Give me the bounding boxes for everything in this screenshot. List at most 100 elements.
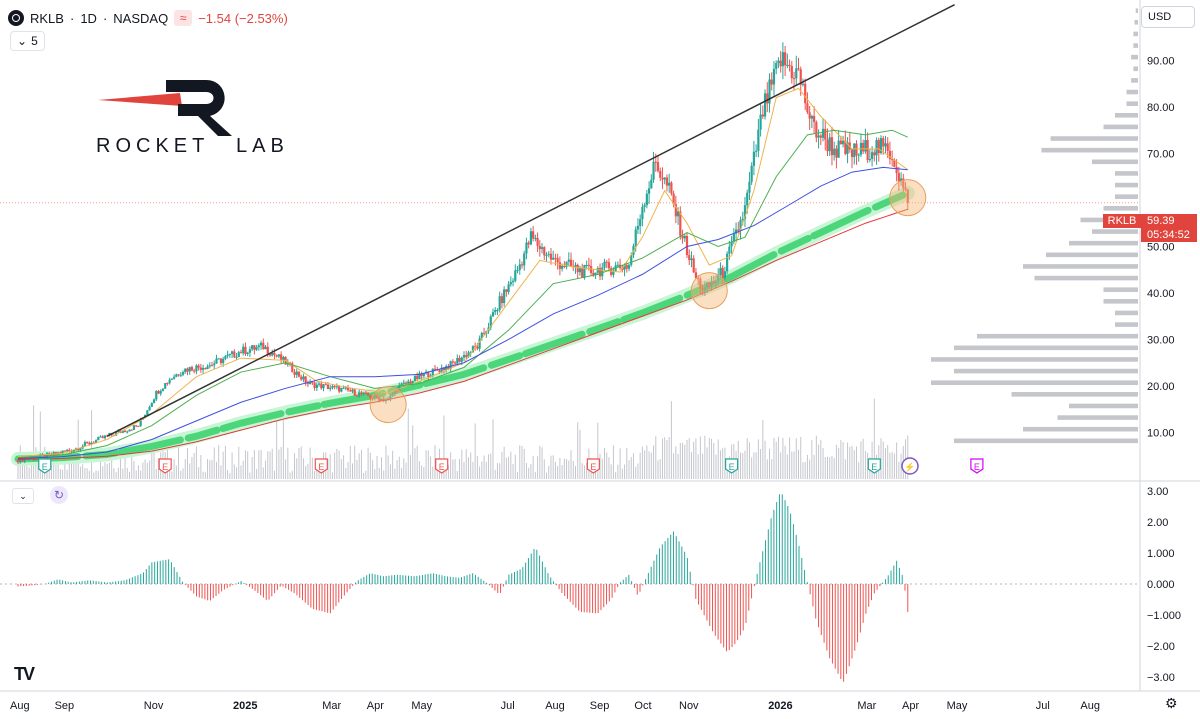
time-tick-7: Jul bbox=[501, 700, 515, 712]
candle-body-196 bbox=[453, 362, 457, 364]
candle-body-143 bbox=[335, 386, 338, 388]
logo-r-glyph bbox=[166, 80, 232, 136]
approx-badge-icon[interactable]: ≈ bbox=[174, 10, 193, 26]
currency-selector[interactable]: USD bbox=[1141, 6, 1195, 28]
candle-body-391 bbox=[888, 150, 892, 160]
candle-body-199 bbox=[460, 357, 463, 362]
candle-body-362 bbox=[824, 128, 827, 140]
time-tick-13: Mar bbox=[857, 700, 876, 712]
candle-body-100 bbox=[239, 352, 243, 354]
gear-icon[interactable]: ⚙ bbox=[1165, 695, 1178, 711]
highlight-circle-0 bbox=[369, 386, 407, 424]
candle-body-110 bbox=[262, 342, 265, 350]
refresh-icon[interactable]: ↻ bbox=[50, 486, 68, 504]
candle-body-181 bbox=[420, 373, 423, 377]
symbol-name[interactable]: RKLB bbox=[30, 10, 64, 26]
event-shape-7 bbox=[901, 457, 919, 475]
candle-body-281 bbox=[643, 205, 646, 207]
candle-body-115 bbox=[273, 352, 276, 355]
logo-text-rocket: ROCKET bbox=[96, 135, 209, 157]
candle-body-96 bbox=[230, 351, 234, 354]
candle-body-35 bbox=[94, 440, 98, 444]
candle-body-228 bbox=[525, 242, 528, 254]
tradingview-logo[interactable]: TV bbox=[14, 664, 35, 684]
candle-body-371 bbox=[844, 140, 847, 154]
profile-bar-10 bbox=[1115, 322, 1138, 327]
candle-body-316 bbox=[721, 267, 724, 278]
candle-body-312 bbox=[712, 282, 715, 284]
candle-body-395 bbox=[897, 173, 900, 182]
candle-body-198 bbox=[458, 357, 461, 362]
candle-body-55 bbox=[139, 419, 142, 427]
oscillator-histogram bbox=[17, 494, 909, 682]
candle-body-207 bbox=[478, 338, 481, 349]
candle-body-221 bbox=[509, 282, 512, 285]
candle-body-172 bbox=[400, 383, 403, 386]
candle-body-254 bbox=[583, 264, 586, 278]
candle-body-129 bbox=[304, 376, 307, 384]
candle-body-3 bbox=[23, 458, 26, 462]
candle-body-397 bbox=[902, 178, 905, 188]
time-tick-16: Jul bbox=[1036, 700, 1050, 712]
candle-body-14 bbox=[48, 453, 51, 455]
candle-body-261 bbox=[598, 268, 602, 277]
candle-body-73 bbox=[179, 374, 182, 376]
earnings-marker-0: E bbox=[38, 458, 52, 474]
profile-bar-18 bbox=[1092, 229, 1138, 234]
candle-body-111 bbox=[264, 346, 267, 350]
candle-body-385 bbox=[875, 140, 878, 156]
candle-body-205 bbox=[474, 346, 477, 348]
profile-bar-23 bbox=[1115, 171, 1138, 176]
candle-body-376 bbox=[855, 143, 858, 156]
oscillator-collapse-button[interactable]: ⌄ bbox=[12, 488, 34, 504]
candle-body-303 bbox=[692, 258, 695, 273]
candle-body-113 bbox=[268, 353, 272, 356]
profile-bar-13 bbox=[1103, 287, 1138, 292]
trend-band bbox=[11, 185, 915, 467]
candle-body-363 bbox=[826, 139, 829, 152]
candle-body-325 bbox=[741, 218, 744, 221]
price-tick-7: 80.00 bbox=[1147, 102, 1175, 114]
candle-body-173 bbox=[402, 382, 405, 384]
profile-bar-27 bbox=[1103, 124, 1138, 130]
bar-countdown: 05:34:52 bbox=[1147, 229, 1190, 241]
candle-body-89 bbox=[215, 358, 218, 364]
price-tick-8: 90.00 bbox=[1147, 55, 1175, 67]
candle-body-369 bbox=[839, 140, 842, 145]
candle-body-275 bbox=[630, 255, 633, 265]
candle-body-159 bbox=[371, 397, 374, 399]
candle-body-213 bbox=[491, 312, 495, 317]
candle-body-282 bbox=[645, 193, 648, 206]
candle-body-218 bbox=[503, 289, 506, 304]
candle-body-39 bbox=[103, 435, 107, 439]
candle-body-258 bbox=[592, 272, 595, 276]
candle-body-154 bbox=[360, 392, 363, 395]
candle-body-67 bbox=[166, 383, 169, 385]
candle-body-318 bbox=[726, 253, 729, 272]
event-label-7: ⚡ bbox=[904, 461, 915, 473]
candle-body-262 bbox=[601, 267, 604, 277]
indicator-count: 5 bbox=[31, 34, 38, 48]
candle-body-175 bbox=[407, 381, 410, 384]
candle-body-109 bbox=[259, 342, 263, 346]
candle-body-324 bbox=[739, 220, 742, 231]
highlight-circles bbox=[369, 179, 927, 424]
logo-swoosh bbox=[98, 93, 182, 106]
candle-body-230 bbox=[529, 231, 532, 245]
candle-body-179 bbox=[416, 375, 419, 379]
candle-body-285 bbox=[652, 161, 655, 180]
indicators-toggle[interactable]: ⌄ 5 bbox=[10, 31, 45, 51]
time-tick-11: Nov bbox=[679, 700, 699, 712]
candle-body-138 bbox=[324, 384, 327, 386]
candle-body-365 bbox=[830, 137, 834, 156]
time-tick-0: Aug bbox=[10, 700, 30, 712]
candle-body-104 bbox=[248, 349, 252, 353]
symbol-header[interactable]: RKLB · 1D · NASDAQ ≈ −1.54 (−2.53%) bbox=[8, 8, 288, 28]
candle-body-58 bbox=[146, 410, 149, 415]
candle-body-155 bbox=[362, 392, 365, 395]
profile-bar-14 bbox=[1034, 275, 1138, 281]
interval-label[interactable]: 1D bbox=[80, 10, 97, 26]
candle-body-33 bbox=[90, 442, 93, 445]
candle-body-392 bbox=[891, 159, 894, 161]
